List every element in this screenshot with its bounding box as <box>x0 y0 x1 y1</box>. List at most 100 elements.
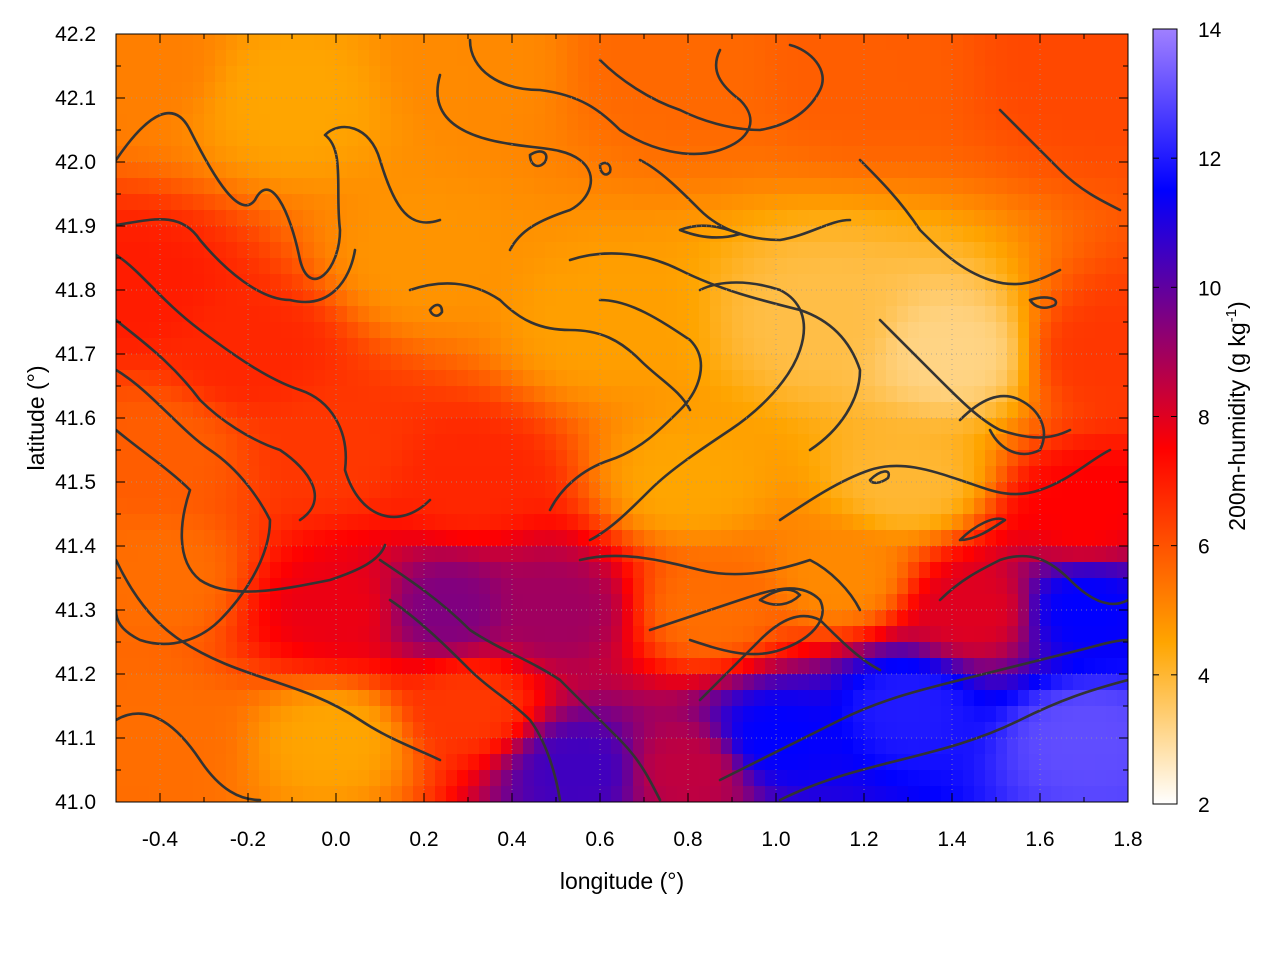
heatmap-cell <box>347 338 359 355</box>
heatmap-cell <box>479 786 491 802</box>
heatmap-cell <box>160 578 172 595</box>
heatmap-cell <box>633 402 645 419</box>
heatmap-cell <box>556 34 568 51</box>
heatmap-cell <box>270 258 282 275</box>
heatmap-cell <box>710 562 722 579</box>
heatmap-cell <box>160 98 172 115</box>
heatmap-cell <box>413 226 425 243</box>
heatmap-cell <box>380 82 392 99</box>
heatmap-cell <box>600 434 612 451</box>
heatmap-cell <box>1084 354 1096 371</box>
heatmap-cell <box>798 674 810 691</box>
heatmap-cell <box>391 354 403 371</box>
heatmap-cell <box>556 226 568 243</box>
heatmap-cell <box>182 322 194 339</box>
heatmap-cell <box>1062 530 1074 547</box>
humidity-heatmap <box>116 34 1128 802</box>
heatmap-cell <box>182 466 194 483</box>
heatmap-cell <box>578 770 590 787</box>
heatmap-cell <box>193 274 205 291</box>
heatmap-cell <box>578 98 590 115</box>
heatmap-cell <box>314 322 326 339</box>
heatmap-cell <box>908 386 920 403</box>
heatmap-cell <box>1084 594 1096 611</box>
heatmap-cell <box>721 594 733 611</box>
heatmap-cell <box>336 370 348 387</box>
heatmap-cell <box>380 514 392 531</box>
heatmap-cell <box>336 418 348 435</box>
heatmap-cell <box>534 194 546 211</box>
heatmap-cell <box>666 530 678 547</box>
heatmap-cell <box>490 450 502 467</box>
heatmap-cell <box>941 386 953 403</box>
heatmap-cell <box>567 98 579 115</box>
heatmap-cell <box>259 514 271 531</box>
heatmap-cell <box>193 34 205 51</box>
heatmap-cell <box>853 450 865 467</box>
heatmap-cell <box>567 274 579 291</box>
heatmap-cell <box>952 738 964 755</box>
heatmap-cell <box>1051 738 1063 755</box>
heatmap-cell <box>523 642 535 659</box>
heatmap-cell <box>512 354 524 371</box>
heatmap-cell <box>611 642 623 659</box>
heatmap-cell <box>479 354 491 371</box>
heatmap-cell <box>776 338 788 355</box>
heatmap-cell <box>1018 130 1030 147</box>
heatmap-cell <box>160 50 172 67</box>
heatmap-cell <box>842 306 854 323</box>
heatmap-cell <box>314 418 326 435</box>
heatmap-cell <box>292 162 304 179</box>
heatmap-cell <box>182 354 194 371</box>
heatmap-cell <box>347 466 359 483</box>
heatmap-cell <box>754 706 766 723</box>
heatmap-cell <box>809 306 821 323</box>
heatmap-cell <box>127 530 139 547</box>
heatmap-cell <box>138 498 150 515</box>
heatmap-cell <box>292 50 304 67</box>
heatmap-cell <box>435 242 447 259</box>
heatmap-cell <box>193 418 205 435</box>
heatmap-cell <box>1095 418 1107 435</box>
heatmap-cell <box>501 514 513 531</box>
heatmap-cell <box>347 402 359 419</box>
heatmap-cell <box>435 226 447 243</box>
heatmap-cell <box>776 450 788 467</box>
heatmap-cell <box>160 466 172 483</box>
heatmap-cell <box>413 82 425 99</box>
heatmap-cell <box>677 674 689 691</box>
heatmap-cell <box>798 402 810 419</box>
heatmap-cell <box>809 402 821 419</box>
contour-line <box>698 614 882 702</box>
heatmap-cell <box>787 226 799 243</box>
heatmap-cell <box>644 226 656 243</box>
heatmap-cell <box>567 178 579 195</box>
heatmap-cell <box>589 402 601 419</box>
heatmap-cell <box>292 34 304 51</box>
heatmap-cell <box>545 66 557 83</box>
heatmap-cell <box>787 130 799 147</box>
heatmap-cell <box>369 178 381 195</box>
heatmap-cell <box>149 546 161 563</box>
heatmap-cell <box>193 770 205 787</box>
heatmap-cell <box>1029 82 1041 99</box>
heatmap-cell <box>325 498 337 515</box>
heatmap-cell <box>1095 146 1107 163</box>
heatmap-cell <box>259 450 271 467</box>
heatmap-cell <box>1073 770 1085 787</box>
heatmap-cell <box>721 658 733 675</box>
heatmap-cell <box>699 594 711 611</box>
heatmap-cell <box>787 642 799 659</box>
heatmap-cell <box>1040 578 1052 595</box>
heatmap-cell <box>237 50 249 67</box>
heatmap-cell <box>127 514 139 531</box>
heatmap-cell <box>138 674 150 691</box>
heatmap-cell <box>699 722 711 739</box>
heatmap-cell <box>226 370 238 387</box>
heatmap-cell <box>391 498 403 515</box>
heatmap-cell <box>611 594 623 611</box>
heatmap-cell <box>303 642 315 659</box>
heatmap-cell <box>1051 162 1063 179</box>
heatmap-cell <box>402 226 414 243</box>
heatmap-cell <box>721 754 733 771</box>
